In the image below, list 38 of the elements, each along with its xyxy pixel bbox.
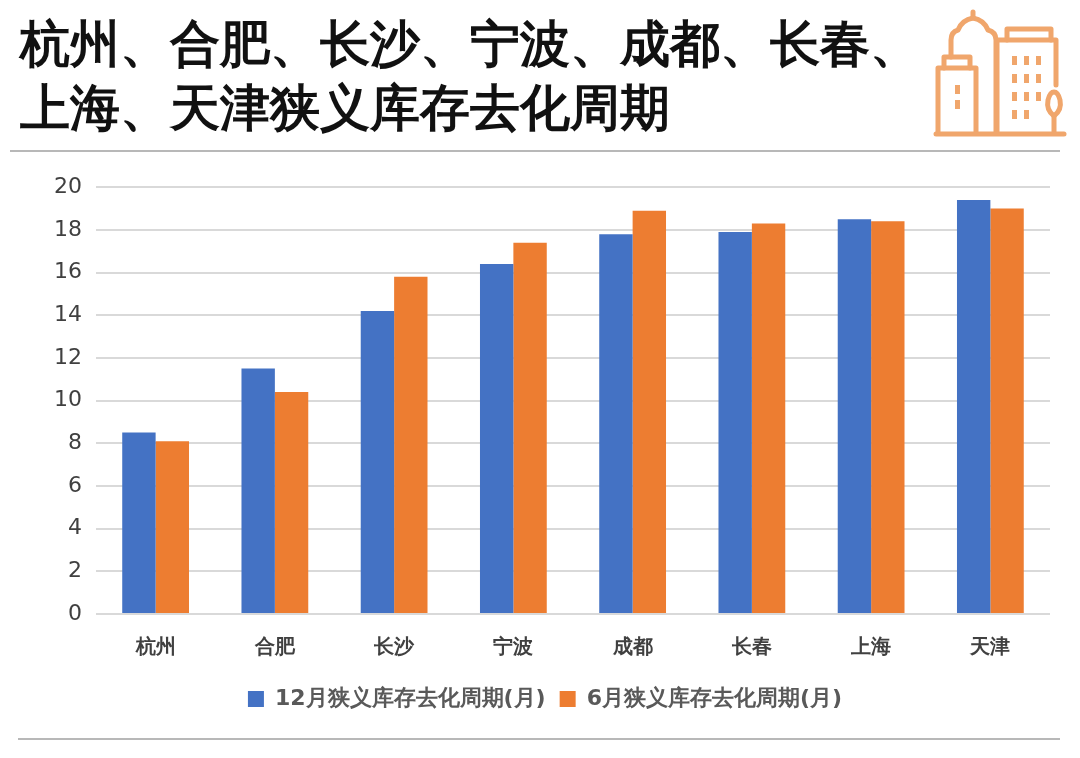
bar: [479, 264, 514, 613]
y-tick-label: 6: [67, 471, 82, 497]
bar: [394, 276, 428, 613]
bar: [718, 232, 752, 613]
bar: [837, 219, 872, 613]
y-tick-label: 0: [67, 599, 82, 625]
y-tick-label: 12: [53, 343, 82, 369]
x-tick-label: 上海: [850, 634, 892, 659]
x-tick-label: 天津: [969, 634, 1011, 659]
y-tick-label: 10: [53, 386, 82, 412]
y-tick-label: 16: [53, 258, 82, 284]
bar: [632, 210, 667, 613]
y-tick-label: 14: [53, 300, 82, 326]
bar: [871, 221, 905, 613]
x-tick-label: 合肥: [253, 634, 296, 659]
x-tick-label: 成都: [611, 634, 653, 659]
y-tick-label: 8: [67, 429, 82, 454]
bar: [360, 310, 395, 613]
bar: [122, 432, 156, 613]
y-tick-label: 20: [53, 172, 82, 198]
chart-title: 杭州、合肥、长沙、宁波、成都、长春、上海、天津狭义库存去化周期: [20, 14, 921, 139]
bar: [274, 392, 309, 613]
x-tick-label: 长春: [730, 634, 772, 659]
bar: [990, 208, 1024, 613]
x-tick-label: 长沙: [373, 634, 416, 659]
legend-label: 6月狭义库存去化周期(月): [586, 684, 843, 710]
y-tick-label: 18: [53, 215, 82, 241]
x-tick-label: 宁波: [493, 634, 534, 659]
y-tick-label: 2: [67, 557, 82, 583]
x-tick-label: 杭州: [134, 634, 176, 659]
bar: [751, 223, 786, 613]
legend-label: 12月狭义库存去化周期(月): [274, 684, 546, 710]
bar: [241, 368, 275, 613]
y-tick-label: 4: [67, 514, 82, 540]
bar: [513, 242, 547, 613]
bar: [599, 234, 633, 613]
bar: [956, 200, 991, 613]
bar: [155, 441, 190, 613]
